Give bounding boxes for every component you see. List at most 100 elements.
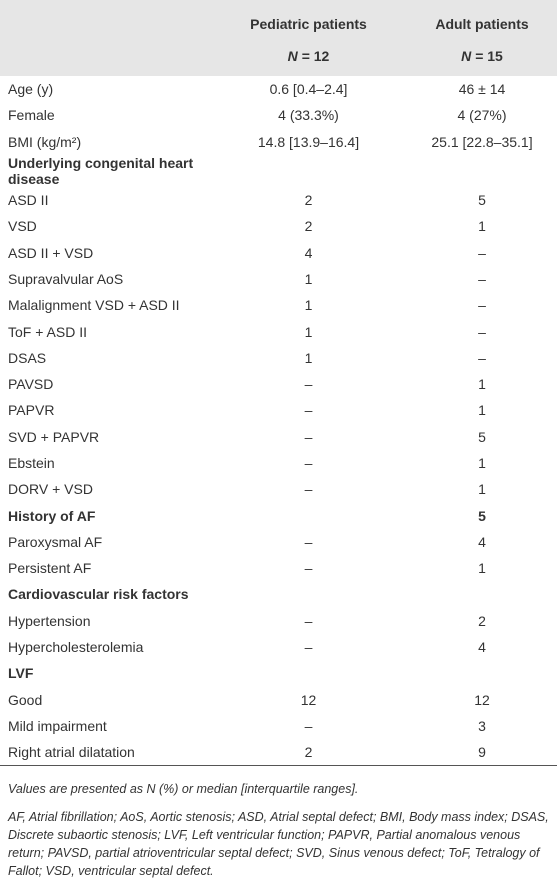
cell: – (304, 481, 313, 498)
header-cell (0, 0, 210, 40)
table-row: ToF + ASD II 1 – (0, 318, 557, 344)
row-label: Right atrial dilatation (0, 739, 210, 767)
row-label: Cardiovascular risk factors (8, 586, 189, 603)
cell: – (478, 323, 486, 340)
table-row: Paroxysmal AF – 4 (0, 529, 557, 555)
table-row: Hypercholesterolemia – 4 (0, 634, 557, 660)
n-value: = 12 (301, 48, 330, 64)
table-header: Pediatric patients Adult patients N = 12… (0, 0, 557, 76)
table-row: BMI (kg/m²) 14.8 [13.9–16.4] 25.1 [22.8–35… (0, 129, 557, 155)
table-row: PAPVR – 1 (0, 397, 557, 423)
row-label: Supravalvular AoS (8, 270, 124, 287)
header-cell: Adult patients (435, 16, 529, 32)
footnote: AF, Atrial fibrillation; AoS, Aortic ste… (8, 810, 549, 879)
row-label: DORV + VSD (8, 481, 93, 498)
row-label: History of AF (8, 507, 96, 524)
cell: 14.8 [13.9–16.4] (257, 133, 360, 150)
header-cell (0, 40, 210, 76)
cell: – (478, 270, 486, 287)
table-row: ASD II 2 5 (0, 187, 557, 213)
cell: 25.1 [22.8–35.1] (431, 133, 533, 150)
header-cell: Pediatric patients (250, 16, 367, 32)
table-row: Right atrial dilatation 2 9 (0, 739, 557, 767)
cell: 1 (304, 297, 313, 314)
cell: 4 (33.3%) (278, 107, 339, 124)
table-row: Underlying congenital heart disease (0, 155, 557, 187)
row-label: SVD + PAPVR (8, 428, 100, 445)
row-label: Malalignment VSD + ASD II (8, 297, 180, 314)
cell: 1 (478, 402, 486, 419)
cell (407, 660, 557, 686)
cell: – (304, 402, 313, 419)
cell: 0.6 [0.4–2.4] (269, 81, 348, 98)
cell: 1 (478, 376, 486, 393)
table-row: Good 12 12 (0, 687, 557, 713)
row-label: ASD II + VSD (8, 244, 94, 261)
row-label: Female (8, 107, 55, 124)
cell: 12 (474, 691, 490, 708)
cell: 4 (478, 533, 486, 550)
cell (210, 660, 407, 686)
cell: – (304, 639, 313, 656)
cell: 2 (304, 192, 313, 209)
cell: 4 (304, 244, 313, 261)
header-row: N = 12 N = 15 (0, 40, 557, 76)
table-row: Female 4 (33.3%) 4 (27%) (0, 102, 557, 128)
cell: – (304, 560, 313, 577)
row-label: BMI (kg/m²) (8, 133, 82, 150)
table-row: ASD II + VSD 4 – (0, 239, 557, 265)
n-symbol: N (461, 48, 472, 64)
table-row: Malalignment VSD + ASD II 1 – (0, 292, 557, 318)
cell (210, 155, 407, 187)
cell: 1 (304, 270, 313, 287)
cell: 1 (478, 218, 486, 235)
footnote: Values are presented as N (%) or median … (8, 782, 359, 797)
table-row: Hypertension – 2 (0, 608, 557, 634)
cell: – (304, 376, 313, 393)
row-label: Hypercholesterolemia (8, 639, 144, 656)
header-cell: N = 12 (210, 40, 407, 76)
cell: – (478, 297, 486, 314)
cell: 1 (304, 349, 313, 366)
cell: – (304, 428, 313, 445)
row-label: LVF (8, 665, 34, 682)
row-label: ToF + ASD II (8, 323, 87, 340)
cell: – (304, 612, 313, 629)
table-row: History of AF 5 (0, 502, 557, 528)
header-row: Pediatric patients Adult patients (0, 0, 557, 40)
table-row: DSAS 1 – (0, 345, 557, 371)
table-row: Mild impairment – 3 (0, 713, 557, 739)
row-label: Hypertension (8, 612, 91, 629)
table-row: Cardiovascular risk factors (0, 581, 557, 607)
row-label: PAPVR (8, 402, 55, 419)
cell: – (478, 349, 486, 366)
cell: – (478, 244, 486, 261)
row-label: Good (8, 691, 43, 708)
n-value: = 15 (475, 48, 503, 64)
cell: 2 (304, 218, 313, 235)
cell (210, 581, 407, 607)
cell (210, 502, 407, 528)
table-row: DORV + VSD – 1 (0, 476, 557, 502)
cell: 12 (300, 691, 317, 708)
table-body: Age (y) 0.6 [0.4–2.4] 46 ± 14 Female 4 (33.3… (0, 76, 557, 767)
row-label: Mild impairment (8, 717, 107, 734)
header-cell: N = 15 (407, 40, 557, 76)
cell: 9 (407, 739, 557, 767)
cell: 3 (478, 717, 486, 734)
table-row: VSD 2 1 (0, 213, 557, 239)
cell: 4 (27%) (457, 107, 507, 124)
cell: 5 (478, 192, 486, 209)
cell: 5 (478, 507, 486, 524)
cell: 1 (304, 323, 313, 340)
row-label: Persistent AF (8, 560, 92, 577)
cell: 2 (478, 612, 486, 629)
cell: 1 (478, 481, 486, 498)
cell: 46 ± 14 (458, 81, 506, 98)
table-row: SVD + PAPVR – 5 (0, 424, 557, 450)
cell: – (304, 533, 313, 550)
row-label: Age (y) (8, 81, 54, 98)
cell (407, 581, 557, 607)
cell (407, 155, 557, 187)
cell: 4 (478, 639, 486, 656)
